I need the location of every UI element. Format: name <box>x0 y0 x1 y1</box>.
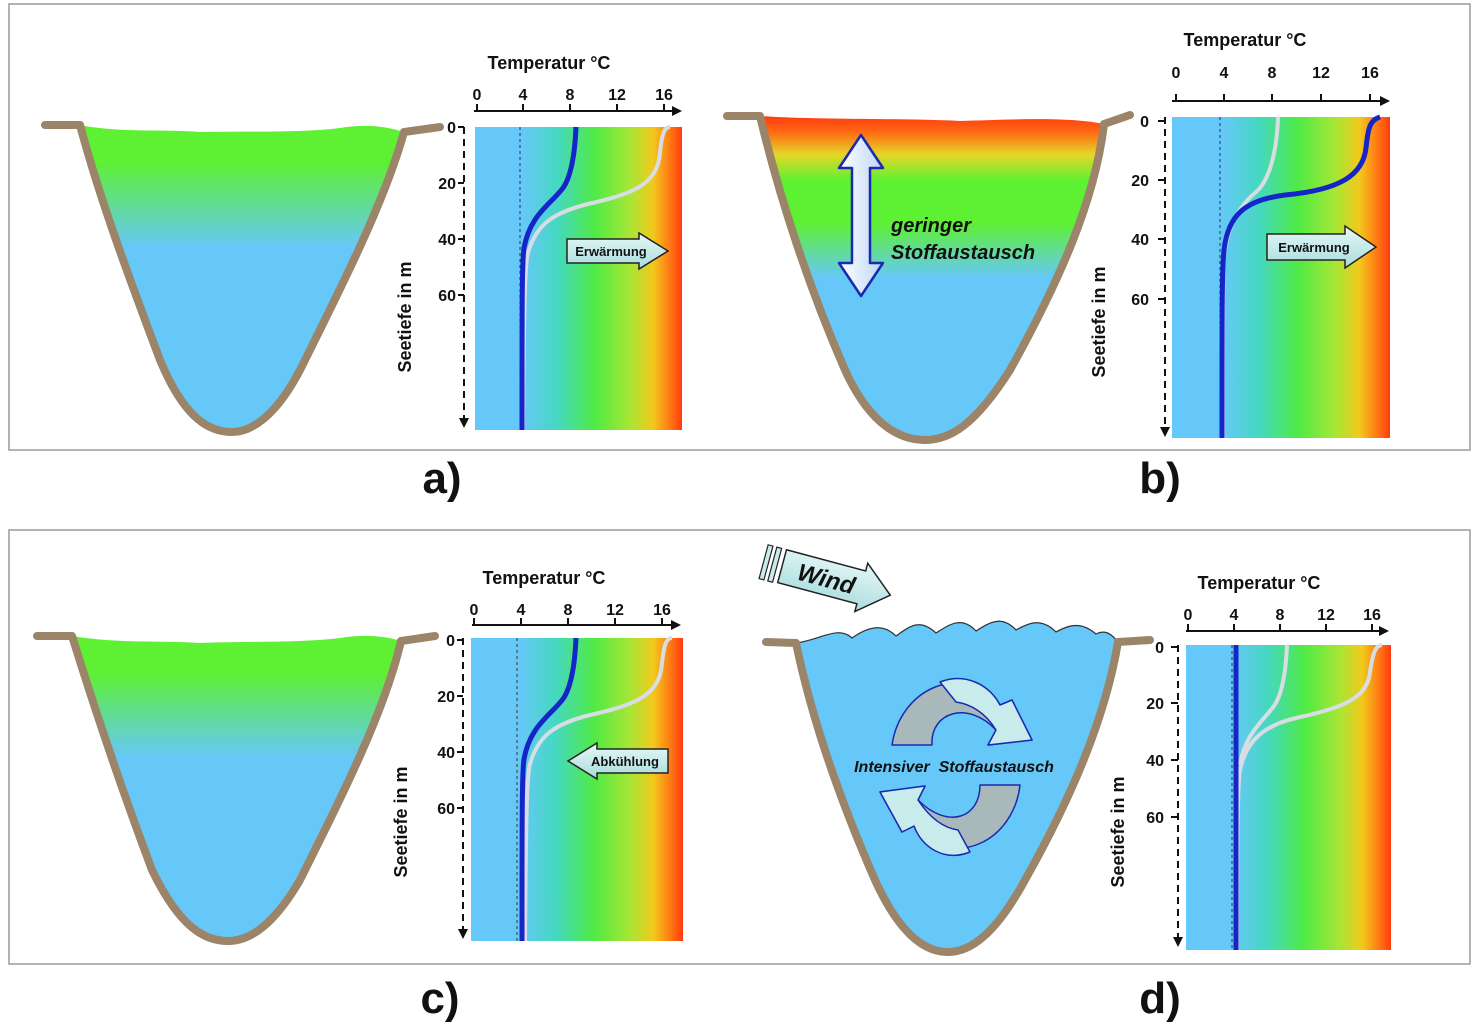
temp-tick-label: 4 <box>1220 65 1229 82</box>
current-profile-b <box>1219 114 1381 439</box>
depth-tick-label: 60 <box>1131 292 1149 309</box>
temp-tick-label: 12 <box>1312 65 1330 82</box>
temp-axis-title: Temperatur °C <box>1198 573 1321 593</box>
depth-tick-label: 20 <box>1131 173 1149 190</box>
temp-tick-label: 0 <box>473 87 482 104</box>
exchange-arrow-b <box>837 133 885 298</box>
lake-bed-d <box>762 636 1154 956</box>
temp-tick-label: 16 <box>1361 65 1379 82</box>
panel-label-b: b) <box>1139 454 1181 503</box>
exchange-label-line2: Stoffaustausch <box>891 242 1035 264</box>
temp-tick-label: 8 <box>566 87 575 104</box>
temp-tick-label: 0 <box>1184 607 1193 624</box>
wind-streak <box>758 544 774 581</box>
temp-tick-label: 0 <box>1172 65 1181 82</box>
depth-tick-label: 40 <box>1146 753 1164 770</box>
lake-bed-b <box>723 111 1134 444</box>
depth-axis-arrowhead-a <box>459 418 469 428</box>
wind-arrow-body <box>776 548 892 613</box>
depth-tick-label: 60 <box>1146 810 1164 827</box>
current-profile-a <box>519 126 579 431</box>
temperature-band-c <box>471 638 683 941</box>
warming-arrow-label: Erwärmung <box>575 244 647 259</box>
temp-axis-title: Temperatur °C <box>488 53 611 73</box>
exchange-label-line1: geringer <box>890 215 972 237</box>
lake-bed-a <box>41 121 444 436</box>
temp-tick-label: 12 <box>1317 607 1335 624</box>
temperature-band-b <box>1172 117 1390 438</box>
temp-tick-label: 16 <box>653 602 671 619</box>
temp-axis-arrowhead-d <box>1379 626 1389 636</box>
wind-arrow: Wind <box>758 544 892 613</box>
panel-a: 0 4 8 12 16 Temperatur °C 0 20 40 60 See… <box>41 53 682 503</box>
temp-tick-label: 0 <box>470 602 479 619</box>
depth-axis-title: Seetiefe in m <box>1089 266 1109 377</box>
intensive-exchange-label: Intensiver Stoffaustausch <box>854 759 1054 776</box>
lake-bed-c <box>33 632 439 945</box>
temp-axis-title: Temperatur °C <box>483 568 606 588</box>
lake-waves-d <box>795 620 1119 644</box>
depth-tick-label: 20 <box>438 176 456 193</box>
panel-b: geringer Stoffaustausch 0 4 8 12 16 Temp… <box>723 30 1390 503</box>
panel-frame-bottom <box>8 529 1471 965</box>
depth-axis-arrowhead-c <box>458 929 468 939</box>
warming-arrow-b <box>1266 224 1378 270</box>
temp-tick-label: 4 <box>517 602 526 619</box>
lake-water-d <box>796 621 1118 952</box>
temp-axis-arrowhead-a <box>672 106 682 116</box>
panel-label-a: a) <box>422 454 461 503</box>
depth-tick-label: 20 <box>437 689 455 706</box>
depth-axis-arrowhead-b <box>1160 427 1170 437</box>
depth-tick-label: 40 <box>437 745 455 762</box>
panel-d: Wind Intensiver Stoffaustausch 0 4 8 12 … <box>758 544 1391 1023</box>
depth-tick-label: 60 <box>438 288 456 305</box>
panel-label-d: d) <box>1139 974 1181 1023</box>
depth-tick-label: 0 <box>446 633 455 650</box>
depth-axis-title: Seetiefe in m <box>395 261 415 372</box>
panel-c: 0 4 8 12 16 Temperatur °C 0 20 40 60 See… <box>33 568 683 1023</box>
depth-tick-label: 40 <box>1131 232 1149 249</box>
depth-tick-label: 0 <box>1140 114 1149 131</box>
depth-tick-label: 20 <box>1146 696 1164 713</box>
current-profile-c <box>519 637 579 942</box>
temp-tick-label: 12 <box>608 87 626 104</box>
temp-tick-label: 8 <box>1268 65 1277 82</box>
depth-tick-label: 0 <box>1155 640 1164 657</box>
circulation-arrow-top-inner <box>939 677 1033 746</box>
depth-tick-label: 0 <box>447 120 456 137</box>
depth-tick-label: 60 <box>437 801 455 818</box>
temperature-band-a <box>475 127 682 430</box>
warming-arrow-a <box>566 231 670 271</box>
wind-streak <box>767 546 783 583</box>
depth-axis-arrowhead-d <box>1173 937 1183 947</box>
temp-tick-label: 4 <box>1230 607 1239 624</box>
warming-arrow-label: Erwärmung <box>1278 240 1350 255</box>
temp-tick-label: 16 <box>655 87 673 104</box>
temp-axis-title: Temperatur °C <box>1184 30 1307 50</box>
temp-tick-label: 8 <box>1276 607 1285 624</box>
temp-axis-arrowhead-b <box>1380 96 1390 106</box>
previous-profile-c <box>523 636 673 942</box>
depth-axis-title: Seetiefe in m <box>391 766 411 877</box>
previous-profile-a <box>521 125 671 431</box>
cooling-arrow-label: Abkühlung <box>591 754 659 769</box>
circulation-arrow-bottom-inner <box>879 785 971 857</box>
temp-tick-label: 4 <box>519 87 528 104</box>
temp-tick-label: 16 <box>1363 607 1381 624</box>
lake-water-b <box>760 116 1104 440</box>
temp-axis-arrowhead-c <box>671 620 681 630</box>
depth-axis-title: Seetiefe in m <box>1108 776 1128 887</box>
panel-frame-top <box>8 3 1471 451</box>
temp-tick-label: 12 <box>606 602 624 619</box>
depth-tick-label: 40 <box>438 232 456 249</box>
temp-tick-label: 8 <box>564 602 573 619</box>
previous-profile-d-2 <box>1238 644 1289 766</box>
panel-label-c: c) <box>420 974 459 1023</box>
cooling-arrow-c <box>566 741 669 781</box>
